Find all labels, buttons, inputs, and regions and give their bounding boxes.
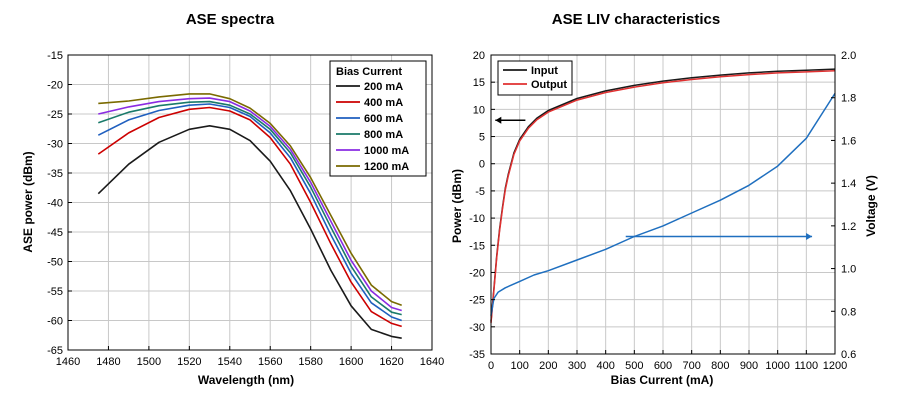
series-line-output xyxy=(490,70,836,324)
x-tick-label: 700 xyxy=(682,360,700,372)
y2-axis-label: Voltage (V) xyxy=(864,175,878,237)
chart-title: ASE spectra xyxy=(186,11,275,28)
y-tick-label: -30 xyxy=(469,322,485,334)
y2-tick-label: 0.6 xyxy=(841,349,856,361)
y-tick-label: -15 xyxy=(469,240,485,252)
y-tick-label: -10 xyxy=(469,213,485,225)
y2-tick-label: 1.6 xyxy=(841,135,856,147)
arrow-head xyxy=(806,233,813,241)
ase-liv-chart: ASE LIV characteristics Bias Current (mA… xyxy=(450,11,878,387)
x-tick-label: 300 xyxy=(568,360,586,372)
y-tick-label: 20 xyxy=(473,50,485,62)
y-axis-label: ASE power (dBm) xyxy=(21,151,35,252)
y-tick-label: -25 xyxy=(47,109,63,121)
legend: Bias Current 200 mA 400 mA 600 mA 800 mA 100… xyxy=(329,60,427,177)
x-tick-label: 1500 xyxy=(137,356,161,368)
tick-labels: 0 100 200 300 400 500 600 700 800 900 1000 1100 1200… xyxy=(469,50,856,372)
legend-box xyxy=(497,60,573,96)
x-tick-label: 1480 xyxy=(96,356,120,368)
y2-tick-label: 2.0 xyxy=(841,50,856,62)
series-line-voltage xyxy=(490,92,836,316)
y-tick-label: -50 xyxy=(47,257,63,269)
x-tick-label: 1520 xyxy=(177,356,201,368)
legend: Input Output xyxy=(497,60,573,96)
chart-title: ASE LIV characteristics xyxy=(552,11,720,28)
legend-label: 800 mA xyxy=(364,129,403,141)
series-line-200-ma xyxy=(97,125,402,339)
series-group xyxy=(97,93,402,339)
series-line-800-ma xyxy=(98,100,402,316)
y-tick-label: -55 xyxy=(47,286,63,298)
x-tick-label: 1640 xyxy=(420,356,444,368)
legend-label: Input xyxy=(531,65,558,77)
x-tick-label: 900 xyxy=(740,360,758,372)
y-tick-label: -35 xyxy=(47,168,63,180)
x-tick-label: 1580 xyxy=(298,356,322,368)
y-axis-label: Power (dBm) xyxy=(450,169,464,243)
x-axis-label: Wavelength (nm) xyxy=(198,373,294,387)
y-tick-label: -5 xyxy=(475,186,485,198)
y-tick-label: -65 xyxy=(47,345,63,357)
series-group xyxy=(490,68,836,324)
x-tick-label: 200 xyxy=(539,360,557,372)
legend-label: 1200 mA xyxy=(364,161,409,173)
x-tick-label: 1200 xyxy=(823,360,847,372)
x-tick-label: 0 xyxy=(488,360,494,372)
y2-tick-label: 1.2 xyxy=(841,221,856,233)
arrow-head xyxy=(495,116,502,124)
series-line-400-ma xyxy=(97,106,402,328)
x-tick-label: 1600 xyxy=(339,356,363,368)
series-line-600-ma xyxy=(97,103,402,322)
y2-tick-label: 1.4 xyxy=(841,178,856,190)
tick-labels: 1460 1480 1500 1520 1540 1560 1580 1600 1620 1640… xyxy=(47,50,444,368)
legend-label: 600 mA xyxy=(364,113,403,125)
x-tick-label: 1100 xyxy=(795,360,819,372)
x-tick-label: 1460 xyxy=(56,356,80,368)
y2-tick-label: 1.0 xyxy=(841,264,856,276)
y-tick-label: -45 xyxy=(47,227,63,239)
x-tick-label: 1560 xyxy=(258,356,282,368)
series-line-1000-ma xyxy=(98,97,402,312)
y-tick-label: 15 xyxy=(473,77,485,89)
x-axis-label: Bias Current (mA) xyxy=(611,373,714,387)
y-tick-label: -20 xyxy=(469,267,485,279)
y2-tick-label: 0.8 xyxy=(841,306,856,318)
x-tick-label: 1620 xyxy=(379,356,403,368)
y-tick-label: 10 xyxy=(473,104,485,116)
y2-tick-label: 1.8 xyxy=(841,93,856,105)
y-tick-label: -15 xyxy=(47,50,63,62)
x-tick-label: 500 xyxy=(625,360,643,372)
y-tick-label: 5 xyxy=(479,132,485,144)
legend-label: Output xyxy=(531,79,567,91)
series-line-1200-ma xyxy=(98,93,402,306)
legend-title: Bias Current xyxy=(336,66,402,78)
y-tick-label: -30 xyxy=(47,139,63,151)
x-tick-label: 400 xyxy=(596,360,614,372)
ase-spectra-chart: ASE spectra Wavelength (nm) ASE power (d… xyxy=(21,11,444,387)
legend-label: 400 mA xyxy=(364,97,403,109)
x-tick-label: 100 xyxy=(510,360,528,372)
y-tick-label: -60 xyxy=(47,316,63,328)
x-tick-label: 600 xyxy=(654,360,672,372)
x-tick-label: 1000 xyxy=(765,360,789,372)
legend-label: 200 mA xyxy=(364,81,403,93)
x-tick-label: 1540 xyxy=(218,356,242,368)
y-tick-label: -25 xyxy=(469,295,485,307)
y-tick-label: -35 xyxy=(469,349,485,361)
legend-label: 1000 mA xyxy=(364,145,409,157)
x-tick-label: 800 xyxy=(711,360,729,372)
y-tick-label: -40 xyxy=(47,198,63,210)
axis-arrows xyxy=(495,116,813,241)
y-tick-label: -20 xyxy=(47,80,63,92)
grid xyxy=(490,54,836,355)
y-tick-label: 0 xyxy=(479,159,485,171)
